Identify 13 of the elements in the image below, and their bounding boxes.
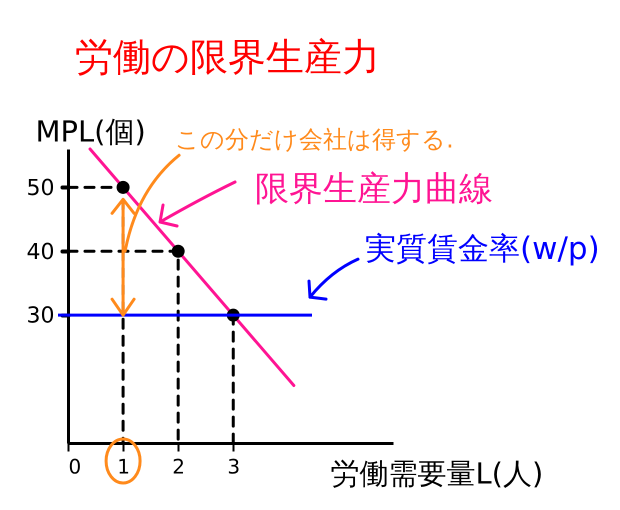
x-tick-label: 1 [117, 454, 130, 478]
ref-line-label: 実質賃金率(w/p) [365, 231, 600, 268]
x-tick-label: 0 [68, 454, 82, 478]
y-tick-label: 50 [26, 176, 54, 201]
y-tick-label: 40 [26, 240, 54, 265]
x-tick-label: 2 [172, 454, 186, 478]
y-tick-label: 30 [26, 304, 54, 329]
y-axis-title: MPL(個) [36, 114, 146, 148]
chart-title: 労働の限界生産力 [75, 35, 380, 79]
x-tick-label: 3 [227, 454, 240, 478]
annotation: この分だけ会社は得する. [175, 125, 454, 154]
legend-label: 限界生産力曲線 [255, 169, 494, 209]
x-axis-title: 労働需要量L(人) [330, 456, 544, 490]
